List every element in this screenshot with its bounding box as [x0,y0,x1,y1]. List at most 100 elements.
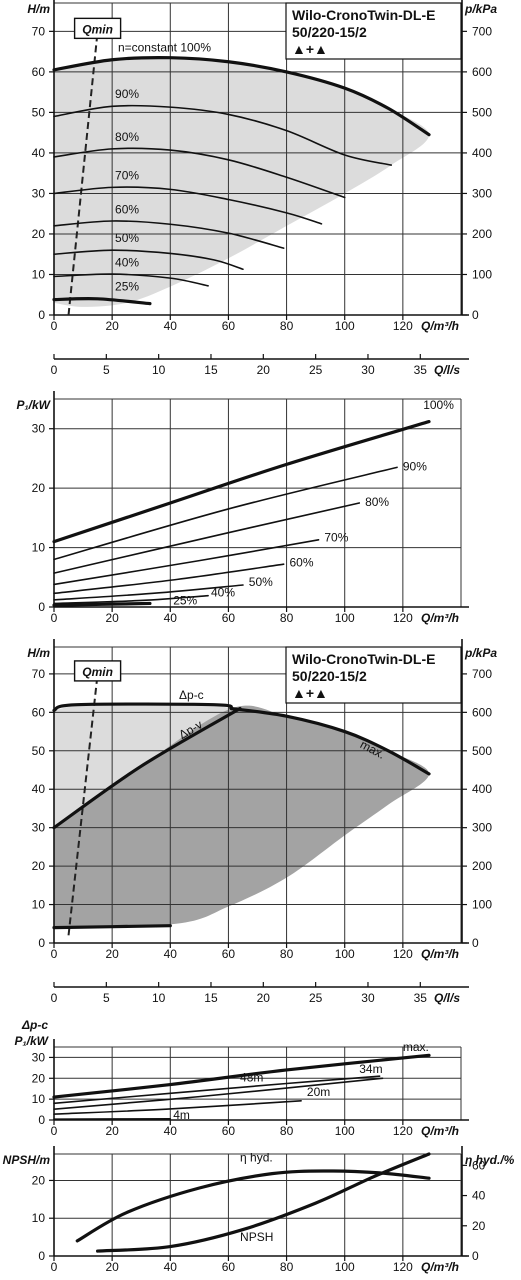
title-line-2: 50/220-15/2 [292,668,367,684]
power-panel-2: 0 20 40 60 80 100 120 0 10 20 30 Δp-c P₁/kW Q/m³/h max… [14,1018,469,1138]
y-tick-label: 0 [38,1113,45,1127]
qmin-box [73,17,122,40]
title-box: Wilo-CronoTwin-DL-E50/220-15/2▲+▲ [285,646,462,704]
qmin-label: Qmin [82,665,113,679]
y-tick-label: 20 [32,1173,46,1187]
x2-tick-label: 10 [152,363,166,377]
y-tick-label: 40 [32,782,46,796]
power-panel-1: 0 20 40 60 80 100 120 0 10 20 30 P₁/kW Q/m³/h 100% 90%… [16,391,469,625]
y-axis-label: H/m [27,646,50,660]
curve-label: 4m [173,1108,190,1122]
series-line-7 [53,273,209,287]
x-tick-label: 100 [335,947,355,961]
y-tick-label: 30 [32,821,46,835]
y-tick-label: 70 [32,667,46,681]
y-tick-label-right: 0 [472,936,479,950]
curve-label: 48m [240,1070,263,1084]
curve-label: 60% [289,556,313,570]
x-tick-label: 100 [335,1124,355,1138]
x-tick-label: 80 [280,947,294,961]
y-tick-label: 60 [32,705,46,719]
y-tick-label-right: 100 [472,898,492,912]
y-tick-label: 0 [38,308,45,322]
x2-axis-label: Q/l/s [434,991,460,1005]
x2-tick-label: 10 [152,991,166,1005]
x-tick-label: 0 [51,947,58,961]
x2-tick-label: 35 [414,991,428,1005]
series-line-3 [53,1077,384,1110]
y-tick-label: 50 [32,744,46,758]
y-tick-label-right: 0 [472,1249,479,1263]
series-line-8 [52,297,152,306]
x-tick-label: 120 [393,319,413,333]
series-line-1 [52,1053,431,1099]
x-tick-label: 100 [335,611,355,625]
series-line-7 [53,594,209,605]
y-axis-label-right: η hyd./% [465,1153,515,1167]
y-tick-label-right: 300 [472,821,492,835]
curve-label: 25% [173,594,197,608]
x-tick-label: 0 [51,319,58,333]
curve-label: Δp-c [179,688,204,702]
y-axis-label: P₁/kW [14,1034,49,1048]
y-axis-label-top: Δp-c [21,1018,48,1032]
x2-tick-label: 35 [414,363,428,377]
pump-icons: ▲+▲ [292,685,328,701]
x-tick-label: 60 [222,1260,236,1274]
operating-range-area [54,57,430,307]
charts-layer: 0 20 40 60 80 100 1200102030405060700100200300… [3,0,515,1274]
qmin-label: Qmin [82,22,113,36]
series-line-2 [53,466,398,561]
series-line-2 [52,706,242,830]
y-tick-label: 30 [32,1050,46,1064]
y-tick-label-right: 100 [472,267,492,281]
x-axis-label: Q/m³/h [421,947,459,961]
curve-label: 70% [324,531,348,545]
curve-label: NPSH [240,1230,273,1244]
curve-label: 50% [249,575,273,589]
title-line-2: 50/220-15/2 [292,24,367,40]
series-line-6 [53,249,244,271]
curve-label: 80% [115,130,139,144]
y-tick-label-right: 600 [472,705,492,719]
x-tick-label: 80 [280,1260,294,1274]
title-line-1: Wilo-CronoTwin-DL-E [292,651,435,667]
series-line-4 [52,924,172,930]
curve-label: max. [403,1040,429,1054]
series-line-2 [53,1075,381,1105]
x-tick-label: 100 [335,319,355,333]
title-box: Wilo-CronoTwin-DL-E50/220-15/2▲+▲ [285,2,462,60]
y-tick-label: 10 [32,898,46,912]
x-tick-label: 0 [51,1260,58,1274]
x2-axis-group: 0 5 10 15 20 25 30 35 Q/l/s [51,354,469,377]
title-rect [285,646,462,704]
y-axis-label: P₁/kW [16,398,51,412]
x2-tick-label: 0 [51,991,58,1005]
x-axis-label: Q/m³/h [421,1124,459,1138]
x-tick-label: 60 [222,1124,236,1138]
x-tick-label: 0 [51,611,58,625]
y-tick-label: 60 [32,65,46,79]
curve-label: 90% [403,459,427,473]
x-tick-label: 120 [393,947,413,961]
x-tick-label: 60 [222,611,236,625]
y-tick-label: 0 [38,936,45,950]
y-tick-label: 10 [32,1092,46,1106]
x-tick-label: 60 [222,319,236,333]
qmin-box [73,660,122,682]
y-tick-label-right: 400 [472,782,492,796]
x2-axis-group: 0 5 10 15 20 25 30 35 Q/l/s [51,982,469,1005]
curve-label: 25% [115,280,139,294]
x2-tick-label: 25 [309,363,323,377]
x-tick-label: 120 [393,1260,413,1274]
x-axis-label: Q/m³/h [421,319,459,333]
y-tick-label: 0 [38,600,45,614]
y-tick-label-right: 40 [472,1189,486,1203]
x-axis-label: Q/m³/h [421,1260,459,1274]
curve-label: η hyd. [240,1151,273,1165]
x-tick-label: 40 [164,611,178,625]
x-tick-label: 20 [105,947,119,961]
y-axis-label-right: p/kPa [464,646,497,660]
pump-icons: ▲+▲ [292,41,328,57]
y-tick-label: 0 [38,1249,45,1263]
